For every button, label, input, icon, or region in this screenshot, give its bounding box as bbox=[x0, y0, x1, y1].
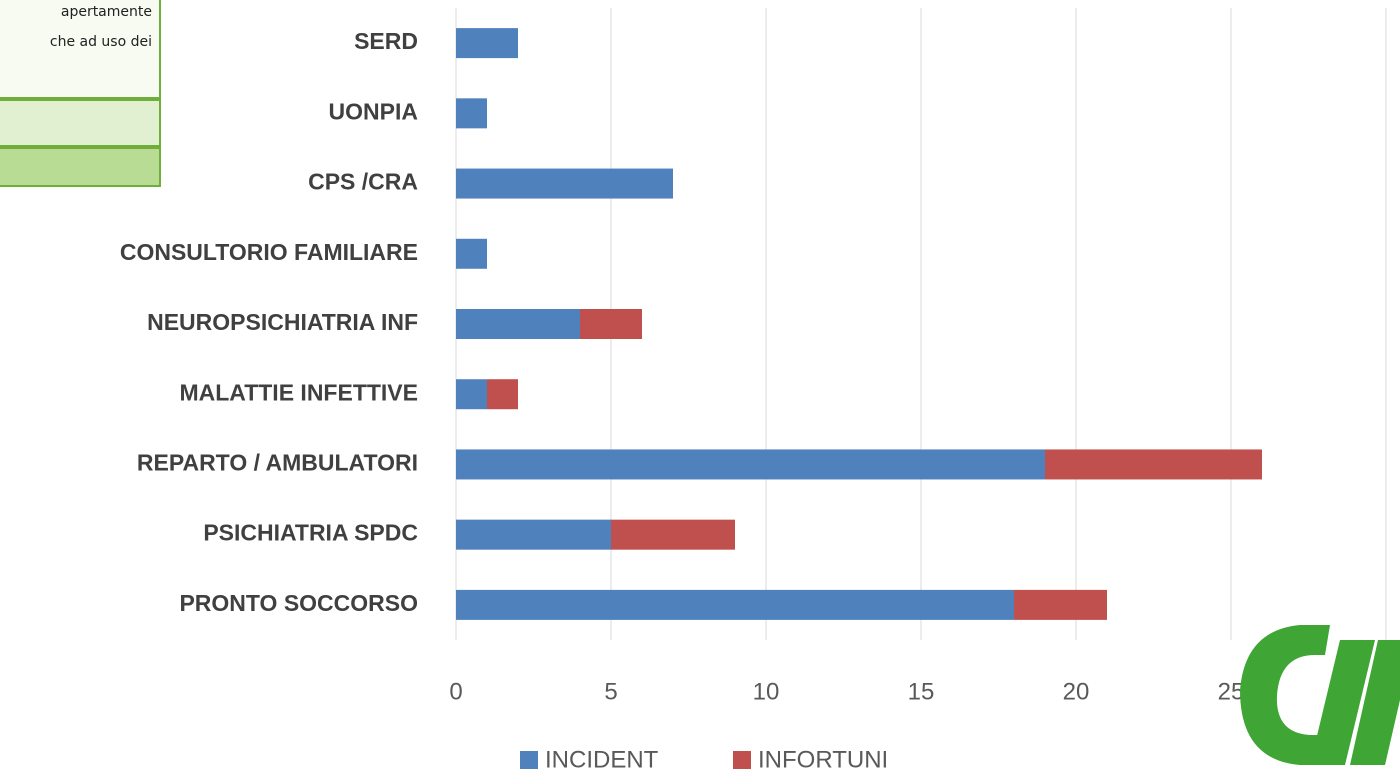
legend-swatch bbox=[520, 751, 538, 769]
category-label: MALATTIE INFETTIVE bbox=[179, 379, 418, 405]
category-label: PRONTO SOCCORSO bbox=[179, 590, 418, 616]
x-tick-label: 15 bbox=[908, 678, 935, 705]
legend-label: INFORTUNI bbox=[758, 746, 888, 773]
bar-segment bbox=[456, 98, 487, 129]
bar-segment bbox=[456, 379, 487, 410]
bar-segment bbox=[456, 238, 487, 269]
category-label: PSICHIATRIA SPDC bbox=[203, 520, 418, 546]
bar-segment bbox=[456, 309, 580, 339]
category-label: REPARTO / AMBULATORI bbox=[137, 450, 418, 476]
category-label: SERD bbox=[354, 28, 418, 54]
legend-label: INCIDENT bbox=[545, 746, 659, 773]
bar-segment bbox=[580, 309, 642, 339]
x-tick-label: 0 bbox=[449, 678, 462, 705]
category-label: CONSULTORIO FAMILIARE bbox=[120, 239, 418, 265]
bar-segment bbox=[1045, 449, 1262, 480]
bar-segment bbox=[611, 519, 735, 550]
bar-segment bbox=[456, 519, 611, 550]
bar-segment bbox=[456, 449, 1045, 480]
logo bbox=[1240, 625, 1400, 765]
x-tick-label: 25 bbox=[1218, 678, 1245, 705]
x-tick-label: 10 bbox=[753, 678, 780, 705]
category-label: UONPIA bbox=[329, 98, 418, 124]
note-box bbox=[0, 0, 161, 187]
legend-swatch bbox=[733, 751, 751, 769]
bar-segment bbox=[487, 379, 518, 410]
annotation: che ad uso dei bbox=[50, 34, 152, 50]
annotation: apertamente bbox=[61, 4, 152, 20]
x-tick-label: 20 bbox=[1063, 678, 1090, 705]
category-label: CPS /CRA bbox=[308, 169, 418, 195]
bar-segment bbox=[1014, 589, 1107, 620]
x-tick-label: 5 bbox=[604, 678, 617, 705]
bar-segment bbox=[456, 589, 1014, 620]
bar-segment bbox=[456, 168, 673, 199]
bar-segment bbox=[456, 28, 518, 59]
category-label: NEUROPSICHIATRIA INF bbox=[147, 309, 418, 335]
